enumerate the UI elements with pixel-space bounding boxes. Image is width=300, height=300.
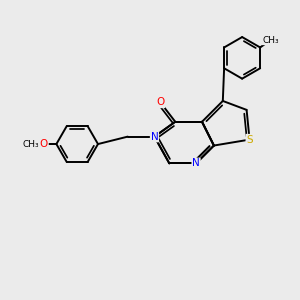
Text: CH₃: CH₃	[23, 140, 39, 148]
Text: O: O	[156, 98, 164, 107]
Text: O: O	[40, 139, 48, 149]
Text: S: S	[246, 135, 253, 145]
Text: N: N	[151, 132, 158, 142]
Text: N: N	[192, 158, 200, 168]
Text: CH₃: CH₃	[262, 35, 279, 44]
